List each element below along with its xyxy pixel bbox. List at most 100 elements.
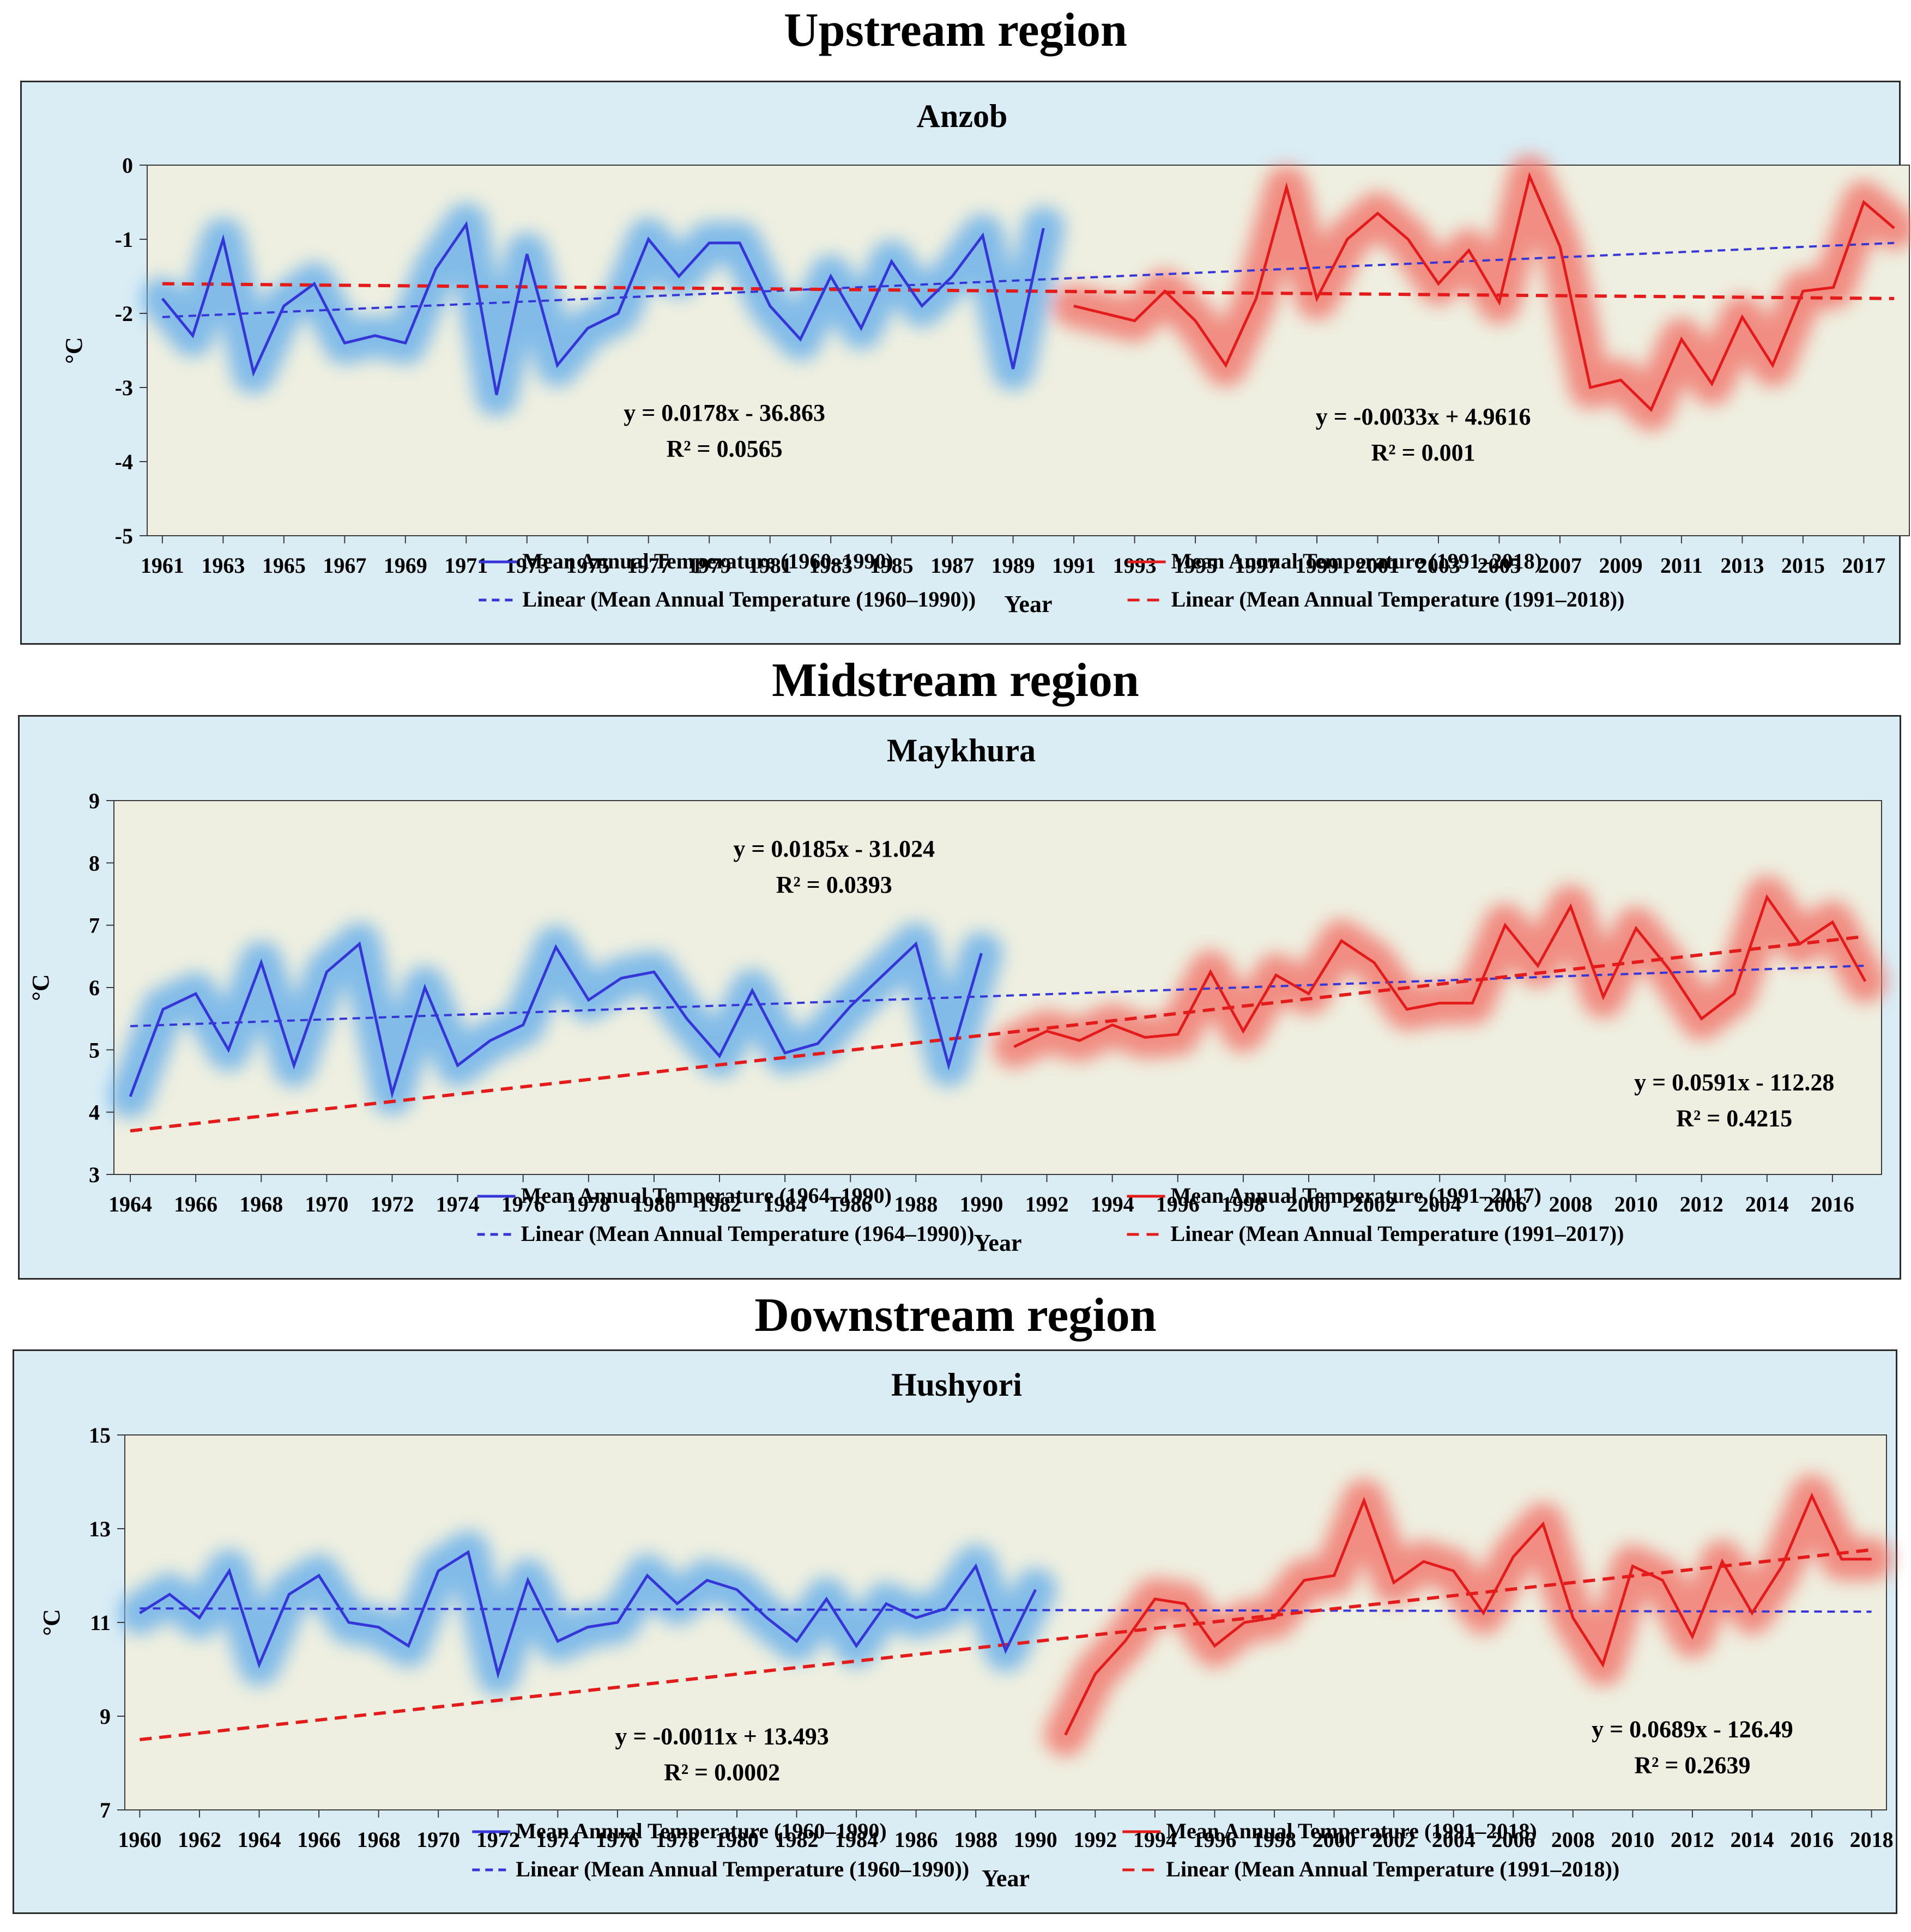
y-tick-label: 7 [100, 1798, 111, 1822]
x-tick-label: 1977 [627, 553, 670, 578]
y-tick-label: 13 [89, 1517, 111, 1541]
x-tick-label: 1986 [894, 1827, 938, 1852]
x-tick-label: 1967 [323, 553, 366, 578]
region-title: Midstream region [772, 654, 1139, 707]
x-tick-label: 1983 [809, 553, 852, 578]
chart-panel: Anzob 0 -1 -2 -3 -4 -5 1961 1963 1965 1967 1969 1971… [20, 81, 1911, 645]
station-title: Maykhura [887, 732, 1036, 768]
x-tick-label: 1986 [828, 1192, 872, 1216]
chart-panel: Maykhura 9 8 7 6 5 4 3 1964 1966 1968 1970 1972 1974 1… [18, 715, 1901, 1280]
x-tick-label: 1980 [715, 1827, 759, 1852]
legend-series-label: Mean Annual Temperature (1991–2017) [1171, 1183, 1541, 1208]
y-tick-label: 5 [89, 1038, 100, 1062]
x-tick-label: 1962 [178, 1827, 221, 1852]
y-axis-label: °C [61, 337, 87, 364]
legend-trend-label: Linear (Mean Annual Temperature (1991–20… [1171, 1221, 1624, 1246]
x-tick-label: 2004 [1432, 1827, 1475, 1852]
x-tick-label: 1982 [698, 1192, 741, 1216]
y-axis-label: °C [27, 974, 54, 1001]
x-tick-label: 2002 [1352, 1192, 1396, 1216]
x-tick-label: 1996 [1193, 1827, 1236, 1852]
y-tick-label: -5 [115, 524, 133, 548]
region-title: Downstream region [754, 1289, 1157, 1342]
trend-r-squared: R² = 0.0565 [667, 435, 783, 462]
x-tick-label: 1998 [1253, 1827, 1296, 1852]
x-axis-label: Year [974, 1230, 1022, 1256]
x-tick-label: 1979 [687, 553, 731, 578]
x-tick-label: 1984 [834, 1827, 878, 1852]
x-tick-label: 2004 [1418, 1192, 1461, 1216]
x-tick-label: 1966 [297, 1827, 341, 1852]
station-title: Hushyori [891, 1367, 1022, 1403]
x-tick-label: 1970 [416, 1827, 460, 1852]
legend-series-label: Mean Annual Temperature (1960–1990) [522, 549, 893, 573]
y-axis-label: °C [38, 1609, 65, 1636]
x-tick-label: 1982 [775, 1827, 819, 1852]
x-tick-label: 2016 [1811, 1192, 1854, 1216]
y-tick-label: 4 [89, 1100, 100, 1125]
legend-series-label: Mean Annual Temperature (1991–2018) [1171, 549, 1542, 573]
x-tick-label: 2015 [1781, 553, 1825, 578]
x-tick-label: 1968 [357, 1827, 401, 1852]
trend-r-squared: R² = 0.0393 [776, 871, 892, 898]
x-tick-label: 1980 [632, 1192, 676, 1216]
trend-equation: y = -0.0033x + 4.9616 [1316, 403, 1531, 430]
trend-r-squared: R² = 0.0002 [664, 1759, 780, 1786]
x-tick-label: 2009 [1599, 553, 1642, 578]
y-tick-label: 6 [89, 976, 100, 1000]
trend-equation: y = 0.0185x - 31.024 [733, 835, 935, 862]
x-tick-label: 1978 [567, 1192, 610, 1216]
trend-equation: y = 0.0689x - 126.49 [1592, 1716, 1793, 1743]
y-tick-label: 7 [89, 913, 100, 938]
x-tick-label: 1993 [1113, 553, 1157, 578]
station-title: Anzob [917, 98, 1008, 134]
series-line [1013, 894, 1867, 1048]
x-tick-label: 1991 [1052, 553, 1096, 578]
series-line [129, 941, 983, 1099]
x-tick-label: 2014 [1730, 1827, 1774, 1852]
x-tick-label: 1974 [436, 1192, 480, 1216]
x-tick-label: 1976 [596, 1827, 639, 1852]
x-tick-label: 2018 [1850, 1827, 1894, 1852]
x-tick-label: 1997 [1235, 553, 1278, 578]
x-tick-label: 1990 [959, 1192, 1003, 1216]
x-tick-label: 1960 [118, 1827, 161, 1852]
series-line [139, 1550, 1037, 1679]
x-tick-label: 1995 [1174, 553, 1217, 578]
x-tick-label: 1984 [763, 1192, 807, 1216]
series-line [161, 221, 1045, 396]
trend-r-squared: R² = 0.4215 [1676, 1105, 1792, 1132]
x-tick-label: 1961 [141, 553, 184, 578]
x-tick-label: 2012 [1680, 1192, 1723, 1216]
trend-equation: y = 0.0178x - 36.863 [624, 399, 825, 426]
x-tick-label: 2001 [1356, 553, 1400, 578]
x-tick-label: 1987 [930, 553, 974, 578]
x-tick-label: 1994 [1091, 1192, 1134, 1216]
x-tick-label: 2008 [1551, 1827, 1595, 1852]
trend-r-squared: R² = 0.2639 [1634, 1752, 1750, 1779]
x-tick-label: 1988 [954, 1827, 997, 1852]
chart-svg: Anzob 0 -1 -2 -3 -4 -5 1961 1963 1965 1967 1969 1971… [61, 98, 1911, 617]
y-tick-label: -3 [115, 376, 133, 400]
x-tick-label: 2016 [1790, 1827, 1834, 1852]
x-tick-label: 2011 [1660, 553, 1703, 578]
trend-line [140, 1548, 1872, 1741]
x-axis-label: Year [982, 1865, 1030, 1892]
legend-series-label: Mean Annual Temperature (1960–1990) [516, 1819, 886, 1843]
x-tick-label: 1973 [505, 553, 549, 578]
x-tick-label: 1971 [444, 553, 488, 578]
x-tick-label: 1998 [1221, 1192, 1265, 1216]
x-tick-label: 1964 [238, 1827, 281, 1852]
x-tick-label: 2003 [1417, 553, 1460, 578]
x-tick-label: 1972 [370, 1192, 414, 1216]
y-tick-label: 15 [89, 1423, 111, 1448]
x-tick-label: 2010 [1611, 1827, 1654, 1852]
x-tick-label: 1970 [305, 1192, 348, 1216]
x-tick-label: 1974 [536, 1827, 579, 1852]
trend-line [162, 282, 1895, 300]
chart-panel: Hushyori 15 13 11 9 7 1960 1962 1964 1966 1968 1970… [13, 1349, 1897, 1914]
trend-line [130, 964, 1866, 1027]
x-tick-label: 1990 [1014, 1827, 1057, 1852]
x-tick-label: 1969 [384, 553, 427, 578]
legend-trend-label: Linear (Mean Annual Temperature (1960–19… [516, 1857, 969, 1881]
